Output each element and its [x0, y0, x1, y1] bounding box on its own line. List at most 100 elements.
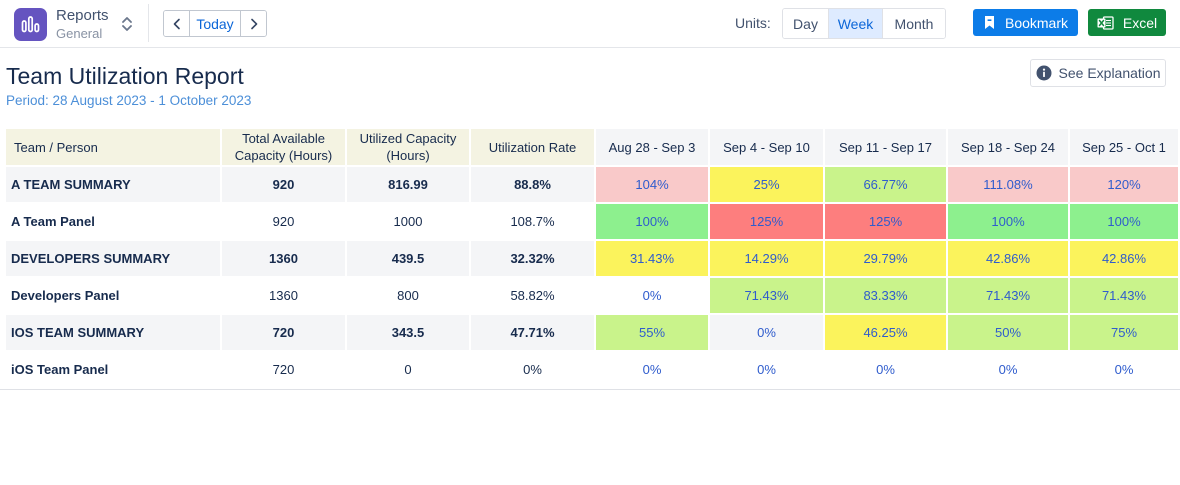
- week-cell: 71.43%: [710, 278, 825, 315]
- row-name: Developers Panel: [6, 278, 222, 315]
- excel-export-button[interactable]: Excel: [1088, 9, 1166, 36]
- week-cell: 31.43%: [596, 241, 710, 278]
- column-header-rate: Utilization Rate: [471, 129, 596, 167]
- column-header-capacity: Total Available Capacity (Hours): [222, 129, 347, 167]
- row-utilized: 439.5: [347, 241, 471, 278]
- week-cell: 100%: [948, 204, 1070, 241]
- row-capacity: 1360: [222, 278, 347, 315]
- unit-day-button[interactable]: Day: [783, 9, 828, 38]
- utilization-table: Team / Person Total Available Capacity (…: [6, 129, 1180, 389]
- week-cell: 104%: [596, 167, 710, 204]
- table-bottom-divider: [0, 389, 1180, 390]
- week-cell: 75%: [1070, 315, 1180, 352]
- column-header-week: Sep 25 - Oct 1: [1070, 129, 1180, 167]
- chevron-right-icon: [250, 18, 257, 29]
- table-row: iOS Team Panel 720 0 0% 0% 0% 0% 0% 0%: [6, 352, 1180, 389]
- week-cell: 0%: [596, 352, 710, 389]
- see-explanation-label: See Explanation: [1058, 65, 1161, 81]
- row-utilized: 800: [347, 278, 471, 315]
- excel-icon: [1097, 15, 1114, 30]
- row-utilized: 1000: [347, 204, 471, 241]
- row-name: A Team Panel: [6, 204, 222, 241]
- app-title: Reports: [56, 7, 109, 24]
- bar-chart-icon: [14, 7, 47, 41]
- column-header-week: Sep 11 - Sep 17: [825, 129, 948, 167]
- table-row: A Team Panel 920 1000 108.7% 100% 125% 1…: [6, 204, 1180, 241]
- report-period: Period: 28 August 2023 - 1 October 2023: [6, 93, 252, 108]
- toolbar-divider: [148, 4, 149, 42]
- row-capacity: 920: [222, 204, 347, 241]
- week-cell: 71.43%: [1070, 278, 1180, 315]
- table-row: IOS TEAM SUMMARY 720 343.5 47.71% 55% 0%…: [6, 315, 1180, 352]
- column-header-utilized-label: Utilized Capacity (Hours): [359, 131, 457, 163]
- row-name: iOS Team Panel: [6, 352, 222, 389]
- row-name: IOS TEAM SUMMARY: [6, 315, 222, 352]
- see-explanation-button[interactable]: See Explanation: [1030, 59, 1166, 87]
- week-cell: 111.08%: [948, 167, 1070, 204]
- table-row: DEVELOPERS SUMMARY 1360 439.5 32.32% 31.…: [6, 241, 1180, 278]
- week-cell: 0%: [710, 352, 825, 389]
- row-rate: 108.7%: [471, 204, 596, 241]
- week-cell: 120%: [1070, 167, 1180, 204]
- page-title: Team Utilization Report: [6, 63, 244, 89]
- bookmark-label: Bookmark: [1004, 14, 1069, 31]
- row-rate: 0%: [471, 352, 596, 389]
- chevron-left-icon: [173, 18, 180, 29]
- bookmark-button[interactable]: Bookmark: [973, 9, 1078, 36]
- row-utilized: 0: [347, 352, 471, 389]
- week-cell: 125%: [825, 204, 948, 241]
- info-icon: [1036, 65, 1052, 81]
- column-header-week: Aug 28 - Sep 3: [596, 129, 710, 167]
- row-capacity: 720: [222, 315, 347, 352]
- table-row: Developers Panel 1360 800 58.82% 0% 71.4…: [6, 278, 1180, 315]
- column-header-name: Team / Person: [6, 129, 222, 167]
- week-cell: 50%: [948, 315, 1070, 352]
- row-utilized: 343.5: [347, 315, 471, 352]
- column-header-week: Sep 4 - Sep 10: [710, 129, 825, 167]
- week-cell: 83.33%: [825, 278, 948, 315]
- units-toggle: Day Week Month: [782, 8, 946, 39]
- week-cell: 0%: [710, 315, 825, 352]
- week-cell: 0%: [948, 352, 1070, 389]
- week-cell: 14.29%: [710, 241, 825, 278]
- week-cell: 0%: [596, 278, 710, 315]
- week-cell: 125%: [710, 204, 825, 241]
- top-bar: Reports General Today Units: Day Week Mo…: [0, 0, 1180, 48]
- table-row: A TEAM SUMMARY 920 816.99 88.8% 104% 25%…: [6, 167, 1180, 204]
- week-cell: 25%: [710, 167, 825, 204]
- row-name: A TEAM SUMMARY: [6, 167, 222, 204]
- week-cell: 55%: [596, 315, 710, 352]
- next-period-button[interactable]: [241, 11, 266, 36]
- row-rate: 88.8%: [471, 167, 596, 204]
- app-subtitle: General: [56, 26, 103, 41]
- app-switcher[interactable]: Reports General: [14, 7, 132, 41]
- table-header-row: Team / Person Total Available Capacity (…: [6, 129, 1180, 167]
- week-cell: 42.86%: [1070, 241, 1180, 278]
- week-cell: 0%: [1070, 352, 1180, 389]
- row-rate: 32.32%: [471, 241, 596, 278]
- week-cell: 42.86%: [948, 241, 1070, 278]
- excel-label: Excel: [1122, 14, 1158, 31]
- week-cell: 29.79%: [825, 241, 948, 278]
- today-button[interactable]: Today: [189, 11, 241, 36]
- week-cell: 71.43%: [948, 278, 1070, 315]
- unit-week-button[interactable]: Week: [828, 9, 883, 38]
- row-rate: 47.71%: [471, 315, 596, 352]
- column-header-week: Sep 18 - Sep 24: [948, 129, 1070, 167]
- previous-period-button[interactable]: [164, 11, 189, 36]
- column-header-capacity-label: Total Available Capacity (Hours): [234, 131, 333, 163]
- row-name: DEVELOPERS SUMMARY: [6, 241, 222, 278]
- date-navigator: Today: [163, 10, 267, 37]
- week-cell: 0%: [825, 352, 948, 389]
- bookmark-icon: [984, 16, 994, 29]
- week-cell: 100%: [1070, 204, 1180, 241]
- row-utilized: 816.99: [347, 167, 471, 204]
- row-capacity: 720: [222, 352, 347, 389]
- week-cell: 100%: [596, 204, 710, 241]
- chevron-up-down-icon[interactable]: [120, 15, 134, 33]
- week-cell: 66.77%: [825, 167, 948, 204]
- row-capacity: 920: [222, 167, 347, 204]
- unit-month-button[interactable]: Month: [883, 9, 945, 38]
- week-cell: 46.25%: [825, 315, 948, 352]
- column-header-utilized: Utilized Capacity (Hours): [347, 129, 471, 167]
